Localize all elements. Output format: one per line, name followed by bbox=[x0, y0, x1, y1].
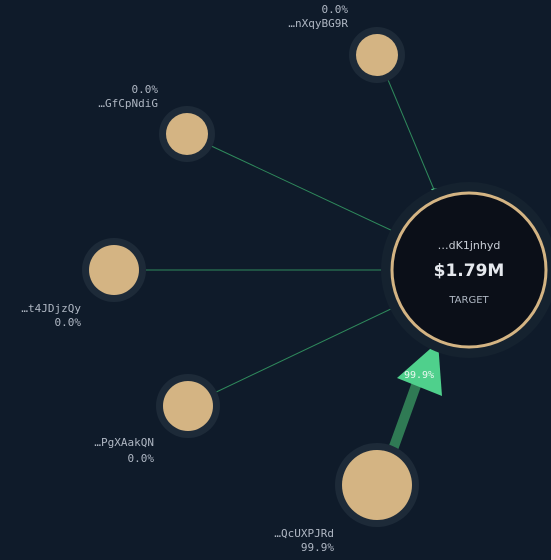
node bbox=[342, 450, 412, 520]
node-share: 0.0% bbox=[322, 3, 349, 16]
node-label: …nXqyBG9R bbox=[288, 17, 348, 30]
source-nodes: 0.0% …nXqyBG9R 0.0% …GfCpNdiG …t4JDjzQy … bbox=[21, 3, 419, 554]
target-role: TARGET bbox=[448, 295, 489, 306]
node-label: …GfCpNdiG bbox=[98, 97, 158, 110]
node bbox=[356, 34, 398, 76]
node-label: …t4JDjzQy bbox=[21, 302, 81, 315]
node-share: 99.9% bbox=[301, 541, 334, 554]
node bbox=[89, 245, 139, 295]
edge bbox=[209, 306, 396, 396]
node-share: 0.0% bbox=[132, 83, 159, 96]
node bbox=[163, 381, 213, 431]
node-label: …QcUXPJRd bbox=[274, 527, 334, 540]
target-label: …dK1jnhyd bbox=[438, 239, 501, 252]
major-edge bbox=[387, 378, 423, 454]
edge bbox=[206, 143, 396, 233]
major-arrowhead bbox=[397, 342, 442, 396]
target-node: …dK1jnhyd $1.79M TARGET bbox=[381, 182, 551, 358]
target-value: $1.79M bbox=[434, 261, 505, 281]
node-share: 0.0% bbox=[55, 316, 82, 329]
edge-label: 99.9% bbox=[404, 370, 434, 381]
node-share: 0.0% bbox=[128, 452, 155, 465]
node bbox=[166, 113, 208, 155]
target-circle bbox=[390, 191, 548, 349]
node-label: …PgXAakQN bbox=[94, 436, 154, 449]
edge bbox=[385, 74, 436, 193]
